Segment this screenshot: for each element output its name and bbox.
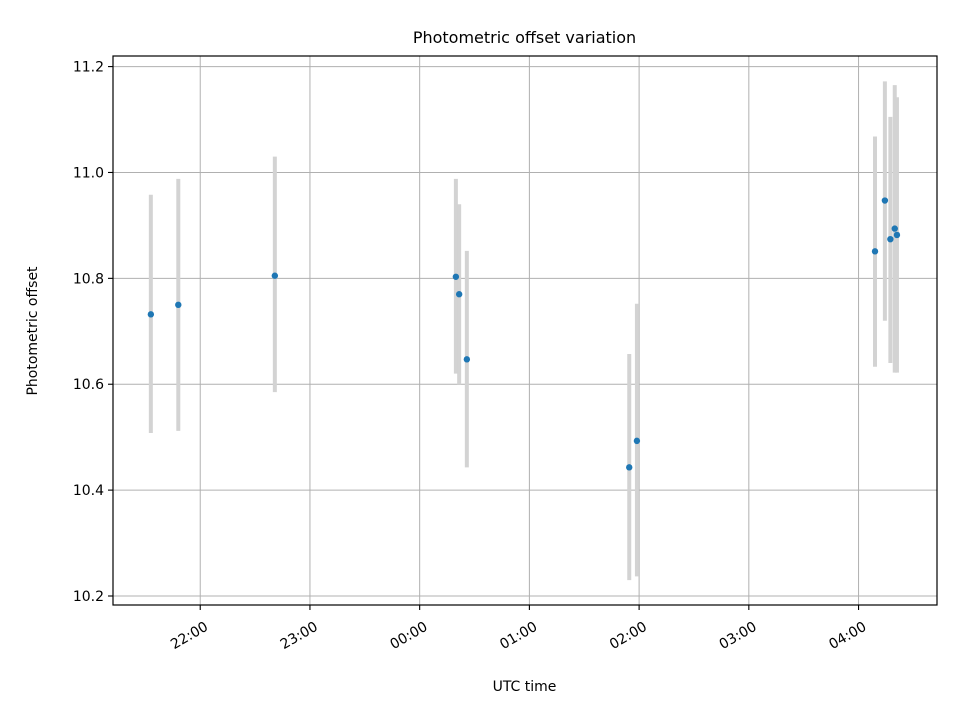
y-axis-ticks: 10.2 10.4 10.6 10.8 11.0 11.2 xyxy=(73,60,113,605)
data-point xyxy=(147,311,155,318)
data-point xyxy=(455,291,463,298)
y-tick-label: 10.6 xyxy=(73,377,104,393)
data-point xyxy=(881,197,889,204)
data-point xyxy=(891,225,898,232)
data-point xyxy=(463,356,471,363)
data-point xyxy=(887,235,894,243)
data-point xyxy=(271,272,279,279)
chart-title: Photometric offset variation xyxy=(413,28,636,47)
data-point xyxy=(452,273,460,280)
y-tick-label: 11.0 xyxy=(73,165,104,181)
data-points xyxy=(147,197,901,471)
data-point xyxy=(871,248,879,255)
data-point xyxy=(175,301,182,309)
y-axis-label: Photometric offset xyxy=(25,266,41,396)
y-tick-label: 11.2 xyxy=(73,60,104,76)
y-tick-label: 10.2 xyxy=(73,589,104,605)
x-axis-label: UTC time xyxy=(493,679,557,695)
y-tick-label: 10.8 xyxy=(73,271,104,287)
grid xyxy=(113,56,937,605)
y-tick-label: 10.4 xyxy=(73,483,104,499)
data-point xyxy=(626,464,633,471)
data-point xyxy=(633,437,641,445)
data-point xyxy=(893,231,901,239)
plot-area-frame xyxy=(112,55,938,606)
